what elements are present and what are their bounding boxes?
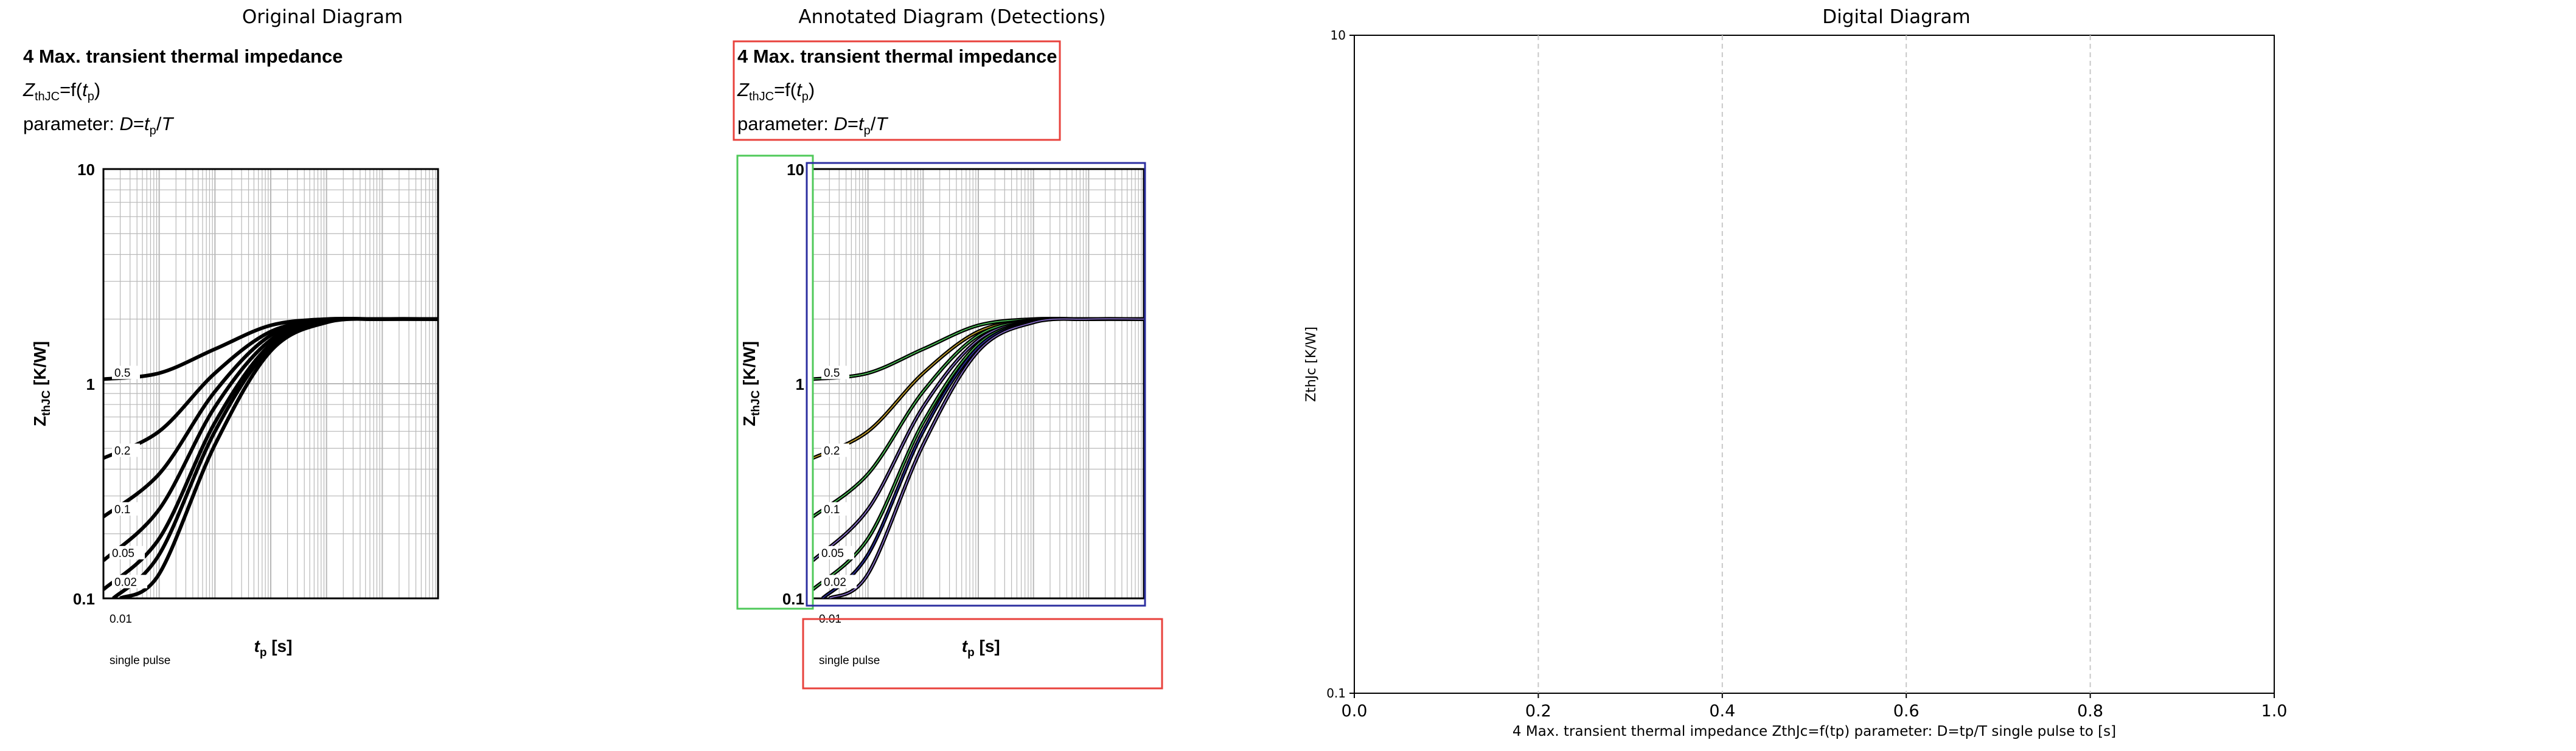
digital-x-tick-label: 1.0 <box>2261 702 2288 721</box>
curve-label: 0.05 <box>821 547 844 560</box>
curve-label-bg <box>112 365 140 379</box>
y-tick-label: 0.1 <box>782 590 804 608</box>
curve-label: 0.2 <box>824 445 840 457</box>
digital-panel: Digital Diagram 0.0 0.2 0.4 0.6 0.8 1.0 10 0.1 … <box>1217 0 2576 751</box>
panel-title-annotated: Annotated Diagram (Detections) <box>798 6 1106 28</box>
digital-y-tick-label: 10 <box>1331 28 1346 43</box>
curve-label-bg <box>821 365 849 379</box>
digital-x-tick-label: 0.6 <box>1893 702 1920 721</box>
curve-label: 0.5 <box>114 367 130 380</box>
xaxis-detection-box <box>802 618 1163 690</box>
y-tick-label: 1 <box>796 375 804 393</box>
figure-parameter: parameter: D=tp/T <box>23 113 174 137</box>
digital-x-tick-label: 0.4 <box>1709 702 1735 721</box>
curve-label: 0.01 <box>110 613 132 626</box>
annotated-diagram: 4 Max. transient thermal impedance ZthJC… <box>733 40 1163 690</box>
digital-y-tick-label: 0.1 <box>1326 686 1346 701</box>
figure-heading: 4 Max. transient thermal impedance <box>23 46 343 67</box>
annotated-formula: ZthJC=f(tp) <box>737 79 815 103</box>
plot-detection-box <box>806 162 1146 607</box>
digital-x-tick-label: 0.8 <box>2077 702 2103 721</box>
digital-plot-frame <box>1354 35 2275 694</box>
panel-title-digital: Digital Diagram <box>1822 6 1971 28</box>
y-tick-label: 10 <box>77 161 95 179</box>
curve-label: 0.02 <box>114 576 137 589</box>
series-line <box>112 317 438 598</box>
y-tick-label: 0.1 <box>73 590 95 608</box>
curve-label-bg <box>112 502 140 516</box>
curve-label: 0.1 <box>824 504 840 516</box>
curve-label-bg <box>821 502 849 516</box>
curve-label-bg <box>821 575 857 589</box>
x-axis-label: tp [s] <box>962 637 1000 659</box>
detected-series-line <box>822 318 1144 598</box>
x-axis-label: tp [s] <box>254 637 293 659</box>
curve-label-bg <box>112 443 140 457</box>
curve-label: single pulse <box>819 654 880 667</box>
digital-xlabel: 4 Max. transient thermal impedance ZthJc… <box>1513 724 2116 739</box>
original-diagram: 4 Max. transient thermal impedance ZthJC… <box>23 46 439 667</box>
digital-ylabel: ZthJc [K/W] <box>1304 327 1319 402</box>
title-detection-box <box>733 40 1061 141</box>
digital-gridlines <box>1537 35 2091 693</box>
y-axis-label: ZthJC [K/W] <box>30 341 53 426</box>
panel-title-original: Original Diagram <box>242 6 403 28</box>
curve-label: single pulse <box>110 654 170 667</box>
digital-ticks: 0.0 0.2 0.4 0.6 0.8 1.0 10 0.1 <box>1326 28 2287 721</box>
plot-frame <box>102 168 439 600</box>
digital-diagram: 0.0 0.2 0.4 0.6 0.8 1.0 10 0.1 ZthJc [K/W] 4 Ma… <box>1304 28 2287 739</box>
series-line <box>119 317 438 598</box>
detected-series-line <box>829 318 1144 598</box>
curve-label: 0.05 <box>112 547 134 560</box>
y-axis-label: ZthJC [K/W] <box>740 341 762 426</box>
original-panel: Original Diagram 4 Max. transient therma… <box>0 0 645 751</box>
annotated-panel: Annotated Diagram (Detections) 4 Max. tr… <box>706 0 1199 751</box>
curve-label: 0.5 <box>824 367 840 380</box>
curve-label-bg <box>819 545 854 559</box>
annotated-parameter: parameter: D=tp/T <box>737 113 888 137</box>
figure-formula: ZthJC=f(tp) <box>23 79 100 103</box>
digital-x-tick-label: 0.2 <box>1525 702 1551 721</box>
curve-label-bg <box>112 575 147 589</box>
curve-label: 0.2 <box>114 445 130 457</box>
y-tick-label: 10 <box>787 161 804 179</box>
y-tick-label: 1 <box>86 375 95 393</box>
digital-x-tick-label: 0.0 <box>1342 702 1368 721</box>
impedance-plot: 10 1 0.1 0.5 0.2 0.1 0.05 0.02 0.01 single pulse Z… <box>30 161 439 667</box>
curve-label-bg <box>110 545 145 559</box>
curve-label: 0.02 <box>824 576 846 589</box>
curve-label-bg <box>821 443 849 457</box>
series-line <box>821 317 1144 598</box>
curve-label: 0.1 <box>114 504 130 516</box>
annotated-heading: 4 Max. transient thermal impedance <box>737 46 1057 67</box>
yaxis-detection-box <box>736 154 814 610</box>
